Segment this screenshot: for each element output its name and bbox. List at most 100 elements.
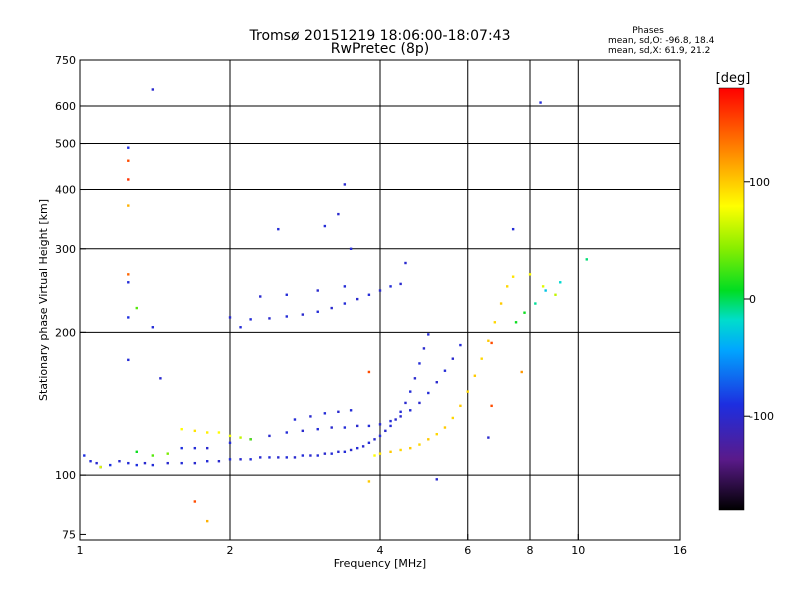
data-point <box>343 302 347 305</box>
y-tick-label: 600 <box>55 100 76 113</box>
data-point <box>399 410 402 414</box>
data-point <box>399 415 402 418</box>
data-point <box>166 452 169 455</box>
data-point <box>349 247 353 250</box>
data-point <box>394 418 397 421</box>
data-points <box>83 88 588 523</box>
data-point <box>151 463 155 467</box>
data-point <box>418 401 421 405</box>
colorbar-tick-label: -100 <box>749 410 774 423</box>
data-point <box>205 519 209 523</box>
data-point <box>511 275 515 278</box>
data-point <box>418 362 421 365</box>
data-point <box>361 445 365 448</box>
data-point <box>151 326 155 329</box>
y-axis-label: Stationary phase Virtual Height [km] <box>37 199 50 401</box>
x-tick-label: 1 <box>77 544 84 557</box>
data-point <box>259 295 262 298</box>
data-point <box>337 450 340 454</box>
data-point <box>427 333 430 336</box>
data-point <box>151 88 155 91</box>
data-point <box>443 369 447 372</box>
data-point <box>330 426 333 429</box>
data-point <box>418 443 421 446</box>
data-point <box>528 273 532 276</box>
data-point <box>127 461 130 465</box>
grid-lines <box>80 60 680 540</box>
x-axis-label: Frequency [MHz] <box>334 557 426 570</box>
data-point <box>466 390 469 393</box>
data-point <box>135 450 138 454</box>
data-point <box>373 438 376 441</box>
data-point <box>89 460 92 463</box>
data-point <box>404 401 407 405</box>
data-point <box>293 418 297 421</box>
data-point <box>384 429 387 433</box>
data-point <box>378 452 382 455</box>
colorbar-label: [deg] <box>716 71 751 86</box>
data-point <box>343 450 347 454</box>
data-point <box>554 293 557 296</box>
data-point <box>309 415 312 418</box>
data-point <box>409 446 412 450</box>
data-point <box>367 293 371 296</box>
data-point <box>559 281 562 284</box>
y-tick-label: 300 <box>55 243 76 256</box>
data-point <box>228 441 232 445</box>
data-point <box>367 480 371 483</box>
data-point <box>249 458 252 461</box>
data-point <box>109 463 112 467</box>
data-point <box>127 204 130 207</box>
colorbar <box>718 87 745 511</box>
data-point <box>143 461 147 465</box>
data-point <box>355 297 359 301</box>
data-point <box>585 258 588 261</box>
data-point <box>127 273 130 276</box>
data-point <box>505 285 509 288</box>
data-point <box>389 424 392 428</box>
data-point <box>389 419 392 423</box>
x-tick-label: 8 <box>527 544 534 557</box>
data-point <box>349 448 353 452</box>
stats-line-x: mean, sd,X: 61.9, 21.2 <box>608 46 710 56</box>
y-tick-label: 200 <box>55 326 76 339</box>
data-point <box>127 146 130 149</box>
data-point <box>378 289 382 292</box>
x-tick-label: 16 <box>673 544 687 557</box>
y-tick-label: 750 <box>55 54 76 67</box>
data-point <box>367 424 371 428</box>
data-point <box>127 159 130 162</box>
data-point <box>367 370 371 374</box>
data-point <box>337 212 340 216</box>
data-point <box>355 424 359 428</box>
data-point <box>159 377 162 380</box>
data-point <box>249 318 252 321</box>
data-point <box>95 461 98 465</box>
data-point <box>127 281 130 284</box>
data-point <box>217 431 221 434</box>
data-point <box>228 316 232 319</box>
x-tick-label: 2 <box>227 544 234 557</box>
data-point <box>413 377 417 380</box>
data-point <box>459 404 462 408</box>
data-point <box>239 458 242 461</box>
data-point <box>151 454 155 457</box>
data-point <box>330 306 333 310</box>
data-point <box>249 438 252 441</box>
data-point <box>399 448 402 452</box>
data-point <box>316 454 319 457</box>
data-point <box>99 465 102 469</box>
y-tick-label: 75 <box>62 528 76 541</box>
data-point <box>309 454 312 457</box>
data-point <box>205 460 209 463</box>
colorbar-ticks: -100 0 100 <box>744 176 774 423</box>
colorbar-tick-label: 100 <box>749 176 770 189</box>
data-point <box>435 432 438 436</box>
data-point <box>239 326 242 329</box>
data-point <box>193 461 197 465</box>
data-point <box>487 436 490 439</box>
data-point <box>193 446 197 450</box>
data-point <box>409 409 412 412</box>
data-point <box>323 224 327 228</box>
y-tick-label: 500 <box>55 138 76 151</box>
